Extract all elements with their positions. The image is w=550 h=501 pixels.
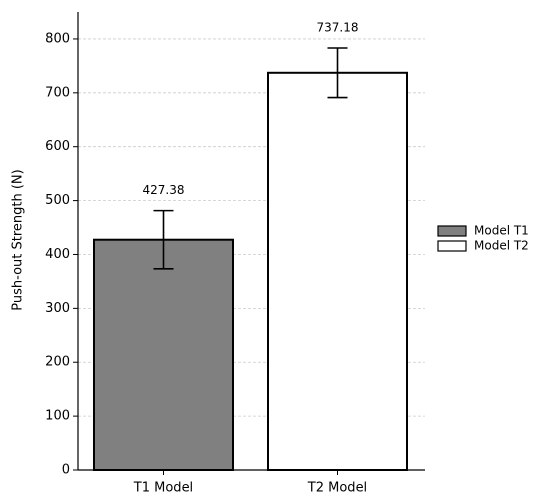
y-tick-label: 100 xyxy=(45,409,70,424)
y-tick-label: 800 xyxy=(45,31,70,46)
y-tick-label: 600 xyxy=(45,139,70,154)
y-tick-label: 500 xyxy=(45,193,70,208)
legend-label: Model T2 xyxy=(474,239,529,253)
x-tick-label: T2 Model xyxy=(307,481,367,496)
y-tick-label: 300 xyxy=(45,301,70,316)
legend-label: Model T1 xyxy=(474,224,529,238)
data-label: 427.38 xyxy=(143,183,185,197)
y-axis-label: Push-out Strength (N) xyxy=(11,169,26,310)
y-tick-label: 200 xyxy=(45,355,70,370)
y-tick-label: 400 xyxy=(45,247,70,262)
legend-swatch xyxy=(437,225,467,237)
y-tick-label: 700 xyxy=(45,85,70,100)
data-label: 737.18 xyxy=(317,21,359,35)
legend-swatch xyxy=(437,240,467,252)
bar xyxy=(93,238,234,471)
bar xyxy=(267,71,408,471)
x-tick-label: T1 Model xyxy=(133,481,193,496)
y-tick-label: 0 xyxy=(62,463,70,478)
